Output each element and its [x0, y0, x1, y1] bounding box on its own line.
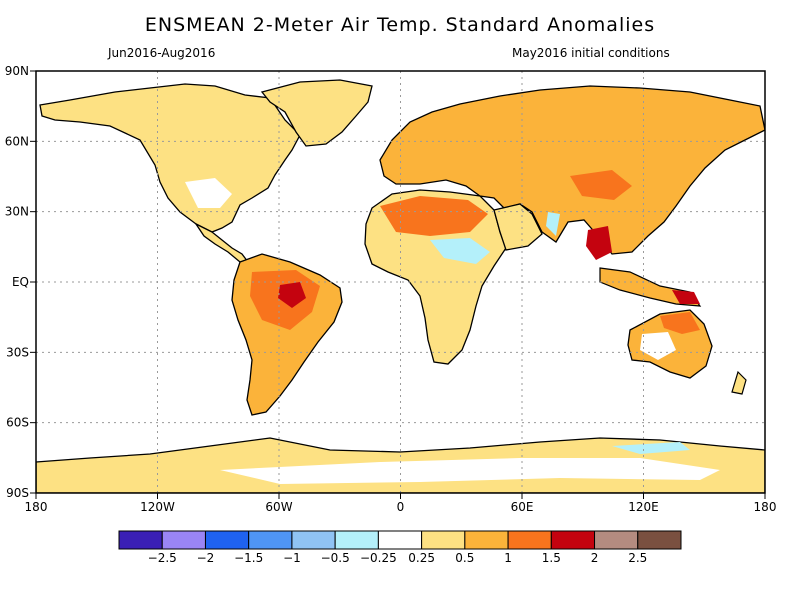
- colorbar-swatch: [204, 530, 250, 550]
- lon-label: 120W: [140, 500, 175, 514]
- anomaly-white-antarctica: [220, 458, 720, 484]
- initial-conditions: May2016 initial conditions: [512, 46, 670, 60]
- colorbar-swatch: [507, 530, 552, 550]
- colorbar-label: 2: [591, 551, 599, 565]
- land-eurasia: [379, 85, 765, 255]
- colorbar-label: 0.25: [408, 551, 435, 565]
- lat-label: 60S: [6, 416, 29, 430]
- colorbar-swatch: [464, 530, 509, 550]
- map-layer: [36, 79, 765, 493]
- lon-label: 180: [25, 500, 48, 514]
- colorbar-label: −1: [283, 551, 301, 565]
- anomaly-cool-antarctica: [612, 442, 690, 454]
- lon-label: 0: [397, 500, 405, 514]
- colorbar-label: 1.5: [542, 551, 561, 565]
- land-indonesia: [599, 267, 702, 307]
- lat-label: 90S: [6, 486, 29, 500]
- land-north-america: [39, 83, 301, 233]
- anomaly-strong-sahara: [380, 196, 488, 236]
- colorbar-label: 0.5: [455, 551, 474, 565]
- lat-label: 30N: [5, 205, 29, 219]
- colorbar: −2.5 −2 −1.5 −1 −0.5 −0.25 0.25 0.5 1 1.5 2 2.5: [118, 530, 682, 565]
- colorbar-label: 1: [504, 551, 512, 565]
- colorbar-swatch: [550, 530, 596, 550]
- colorbar-label: −2: [197, 551, 215, 565]
- colorbar-swatch: [377, 530, 423, 550]
- lon-label: 60W: [265, 500, 292, 514]
- longitude-axis: 180 120W 60W 0 60E 120E 180: [25, 493, 777, 514]
- map-title: ENSMEAN 2-Meter Air Temp. Standard Anoma…: [144, 14, 656, 36]
- land-new-zealand: [731, 370, 747, 395]
- anomaly-strong-australia: [660, 312, 700, 334]
- anomaly-cool-india: [546, 212, 560, 236]
- colorbar-swatch: [118, 530, 163, 550]
- lat-label: EQ: [12, 275, 29, 289]
- lat-label: 90N: [5, 64, 29, 78]
- map-gridlines: [36, 71, 765, 493]
- colorbar-swatch: [291, 530, 336, 550]
- lon-label: 180: [754, 500, 777, 514]
- lon-label: 60E: [511, 500, 534, 514]
- anomaly-extreme-seasia: [586, 226, 612, 260]
- anomaly-strong-china: [570, 170, 632, 200]
- colorbar-swatch: [421, 530, 466, 550]
- anomaly-white-australia: [640, 332, 676, 360]
- colorbar-swatch: [248, 530, 293, 550]
- anomaly-extreme-amazon: [278, 282, 306, 308]
- latitude-axis: 90N 60N 30N EQ 30S 60S 90S: [5, 64, 36, 500]
- land-central-america: [194, 222, 250, 263]
- colorbar-label: −0.5: [321, 551, 350, 565]
- anomaly-extreme-newguinea: [672, 290, 700, 304]
- colorbar-label: −0.25: [360, 551, 397, 565]
- anomaly-cool-sahel: [430, 238, 490, 264]
- colorbar-swatch: [334, 530, 379, 550]
- lon-label: 120E: [628, 500, 659, 514]
- colorbar-swatch: [594, 530, 639, 550]
- colorbar-swatch: [161, 530, 206, 550]
- lat-label: 60N: [5, 134, 29, 148]
- land-greenland: [260, 79, 373, 147]
- colorbar-label: −2.5: [148, 551, 177, 565]
- land-arabia: [493, 203, 543, 251]
- colorbar-swatch: [637, 530, 682, 550]
- anomaly-white-usa: [185, 178, 232, 208]
- lat-label: 30S: [6, 345, 29, 359]
- forecast-period: Jun2016-Aug2016: [108, 46, 216, 60]
- colorbar-label: −1.5: [234, 551, 263, 565]
- colorbar-label: 2.5: [628, 551, 647, 565]
